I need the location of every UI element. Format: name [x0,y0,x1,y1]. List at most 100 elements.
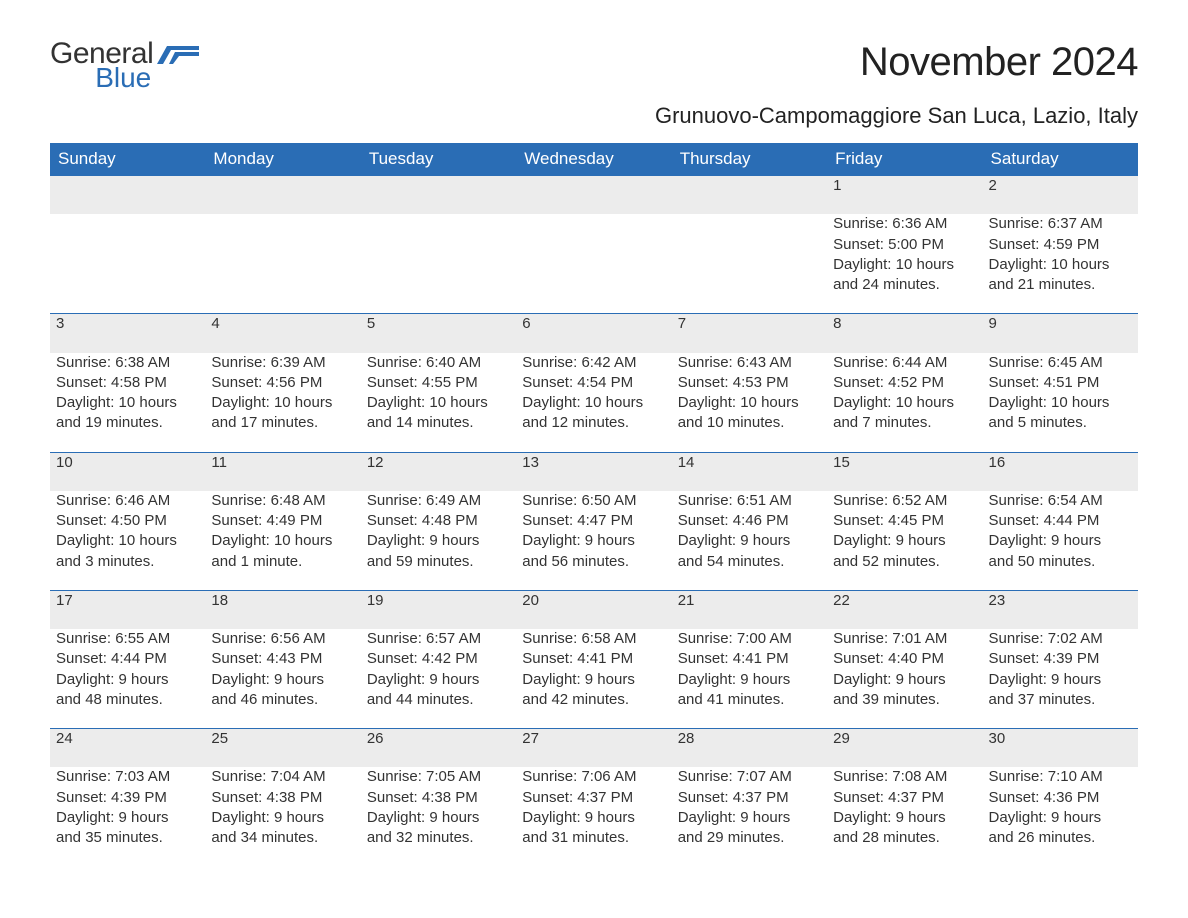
day-daylight2: and 39 minutes. [833,690,976,710]
weekday-header: Monday [205,143,360,176]
day-daylight1: Daylight: 9 hours [833,531,976,551]
day-daylight1: Daylight: 9 hours [367,808,510,828]
day-daylight1: Daylight: 10 hours [989,255,1132,275]
day-info-cell: Sunrise: 6:55 AMSunset: 4:44 PMDaylight:… [50,629,205,729]
day-daylight1: Daylight: 9 hours [211,808,354,828]
day-daylight2: and 32 minutes. [367,828,510,848]
day-number-cell: 21 [672,590,827,629]
day-number-cell: 11 [205,452,360,491]
weekday-header: Friday [827,143,982,176]
day-sunset: Sunset: 4:50 PM [56,511,199,531]
day-number-cell: 3 [50,314,205,353]
day-sunrise: Sunrise: 6:44 AM [833,353,976,373]
month-title: November 2024 [655,40,1138,85]
day-daylight2: and 5 minutes. [989,413,1132,433]
day-number: 22 [833,592,850,609]
day-number: 28 [678,730,695,747]
day-daylight1: Daylight: 10 hours [56,531,199,551]
day-sunrise: Sunrise: 6:49 AM [367,491,510,511]
day-sunset: Sunset: 4:55 PM [367,373,510,393]
day-sunset: Sunset: 4:48 PM [367,511,510,531]
day-number-cell: 13 [516,452,671,491]
day-info-cell: Sunrise: 6:36 AMSunset: 5:00 PMDaylight:… [827,214,982,314]
day-sunrise: Sunrise: 6:48 AM [211,491,354,511]
weekday-header: Tuesday [361,143,516,176]
day-sunset: Sunset: 4:43 PM [211,649,354,669]
day-sunset: Sunset: 4:51 PM [989,373,1132,393]
day-sunrise: Sunrise: 6:57 AM [367,629,510,649]
day-sunrise: Sunrise: 6:55 AM [56,629,199,649]
day-daylight1: Daylight: 9 hours [367,531,510,551]
day-number-row: 3456789 [50,314,1138,353]
location: Grunuovo-Campomaggiore San Luca, Lazio, … [655,103,1138,129]
day-number-cell: 4 [205,314,360,353]
day-number: 21 [678,592,695,609]
day-number-cell [672,176,827,215]
day-info-cell [672,214,827,314]
day-sunrise: Sunrise: 7:08 AM [833,767,976,787]
day-number: 9 [989,315,997,332]
day-daylight2: and 31 minutes. [522,828,665,848]
day-sunset: Sunset: 4:58 PM [56,373,199,393]
day-number: 2 [989,177,997,194]
weekday-header: Sunday [50,143,205,176]
day-sunset: Sunset: 4:52 PM [833,373,976,393]
day-number-cell: 17 [50,590,205,629]
day-sunrise: Sunrise: 6:51 AM [678,491,821,511]
day-number: 18 [211,592,228,609]
day-daylight1: Daylight: 9 hours [56,670,199,690]
day-sunrise: Sunrise: 6:39 AM [211,353,354,373]
day-number-cell [516,176,671,215]
day-info-cell: Sunrise: 6:54 AMSunset: 4:44 PMDaylight:… [983,491,1138,591]
day-sunset: Sunset: 4:39 PM [989,649,1132,669]
day-number-cell: 2 [983,176,1138,215]
calendar-header-row: SundayMondayTuesdayWednesdayThursdayFrid… [50,143,1138,176]
day-sunset: Sunset: 4:46 PM [678,511,821,531]
day-daylight1: Daylight: 9 hours [522,531,665,551]
day-info-cell: Sunrise: 6:39 AMSunset: 4:56 PMDaylight:… [205,353,360,453]
day-number-row: 24252627282930 [50,729,1138,768]
day-number-row: 12 [50,176,1138,215]
flag-icon [157,46,199,68]
day-number: 12 [367,454,384,471]
day-sunrise: Sunrise: 7:10 AM [989,767,1132,787]
day-number-cell: 27 [516,729,671,768]
day-number: 3 [56,315,64,332]
day-daylight1: Daylight: 10 hours [522,393,665,413]
day-sunset: Sunset: 4:44 PM [989,511,1132,531]
day-number-cell: 8 [827,314,982,353]
logo-text: General Blue [50,40,153,91]
day-number-cell [361,176,516,215]
day-daylight1: Daylight: 9 hours [56,808,199,828]
day-daylight1: Daylight: 9 hours [833,670,976,690]
day-number: 16 [989,454,1006,471]
day-number-cell: 16 [983,452,1138,491]
day-daylight2: and 21 minutes. [989,275,1132,295]
day-daylight1: Daylight: 9 hours [678,808,821,828]
day-number: 11 [211,454,227,471]
day-info-cell: Sunrise: 6:44 AMSunset: 4:52 PMDaylight:… [827,353,982,453]
day-sunset: Sunset: 4:53 PM [678,373,821,393]
day-sunrise: Sunrise: 6:36 AM [833,214,976,234]
day-sunrise: Sunrise: 7:01 AM [833,629,976,649]
day-daylight1: Daylight: 9 hours [522,670,665,690]
day-sunrise: Sunrise: 6:58 AM [522,629,665,649]
day-info-cell: Sunrise: 6:52 AMSunset: 4:45 PMDaylight:… [827,491,982,591]
day-sunrise: Sunrise: 6:45 AM [989,353,1132,373]
day-daylight2: and 50 minutes. [989,552,1132,572]
day-number: 30 [989,730,1006,747]
logo-word-blue: Blue [50,65,153,92]
day-sunset: Sunset: 4:54 PM [522,373,665,393]
day-sunrise: Sunrise: 7:02 AM [989,629,1132,649]
logo: General Blue [50,40,199,91]
day-number-cell: 20 [516,590,671,629]
day-number: 5 [367,315,375,332]
day-daylight1: Daylight: 10 hours [211,393,354,413]
day-sunrise: Sunrise: 7:04 AM [211,767,354,787]
day-number-cell: 10 [50,452,205,491]
title-block: November 2024 Grunuovo-Campomaggiore San… [655,40,1138,139]
day-sunset: Sunset: 4:42 PM [367,649,510,669]
day-info-cell: Sunrise: 7:02 AMSunset: 4:39 PMDaylight:… [983,629,1138,729]
header: General Blue November 2024 Grunuovo-Camp… [50,40,1138,139]
day-daylight2: and 42 minutes. [522,690,665,710]
